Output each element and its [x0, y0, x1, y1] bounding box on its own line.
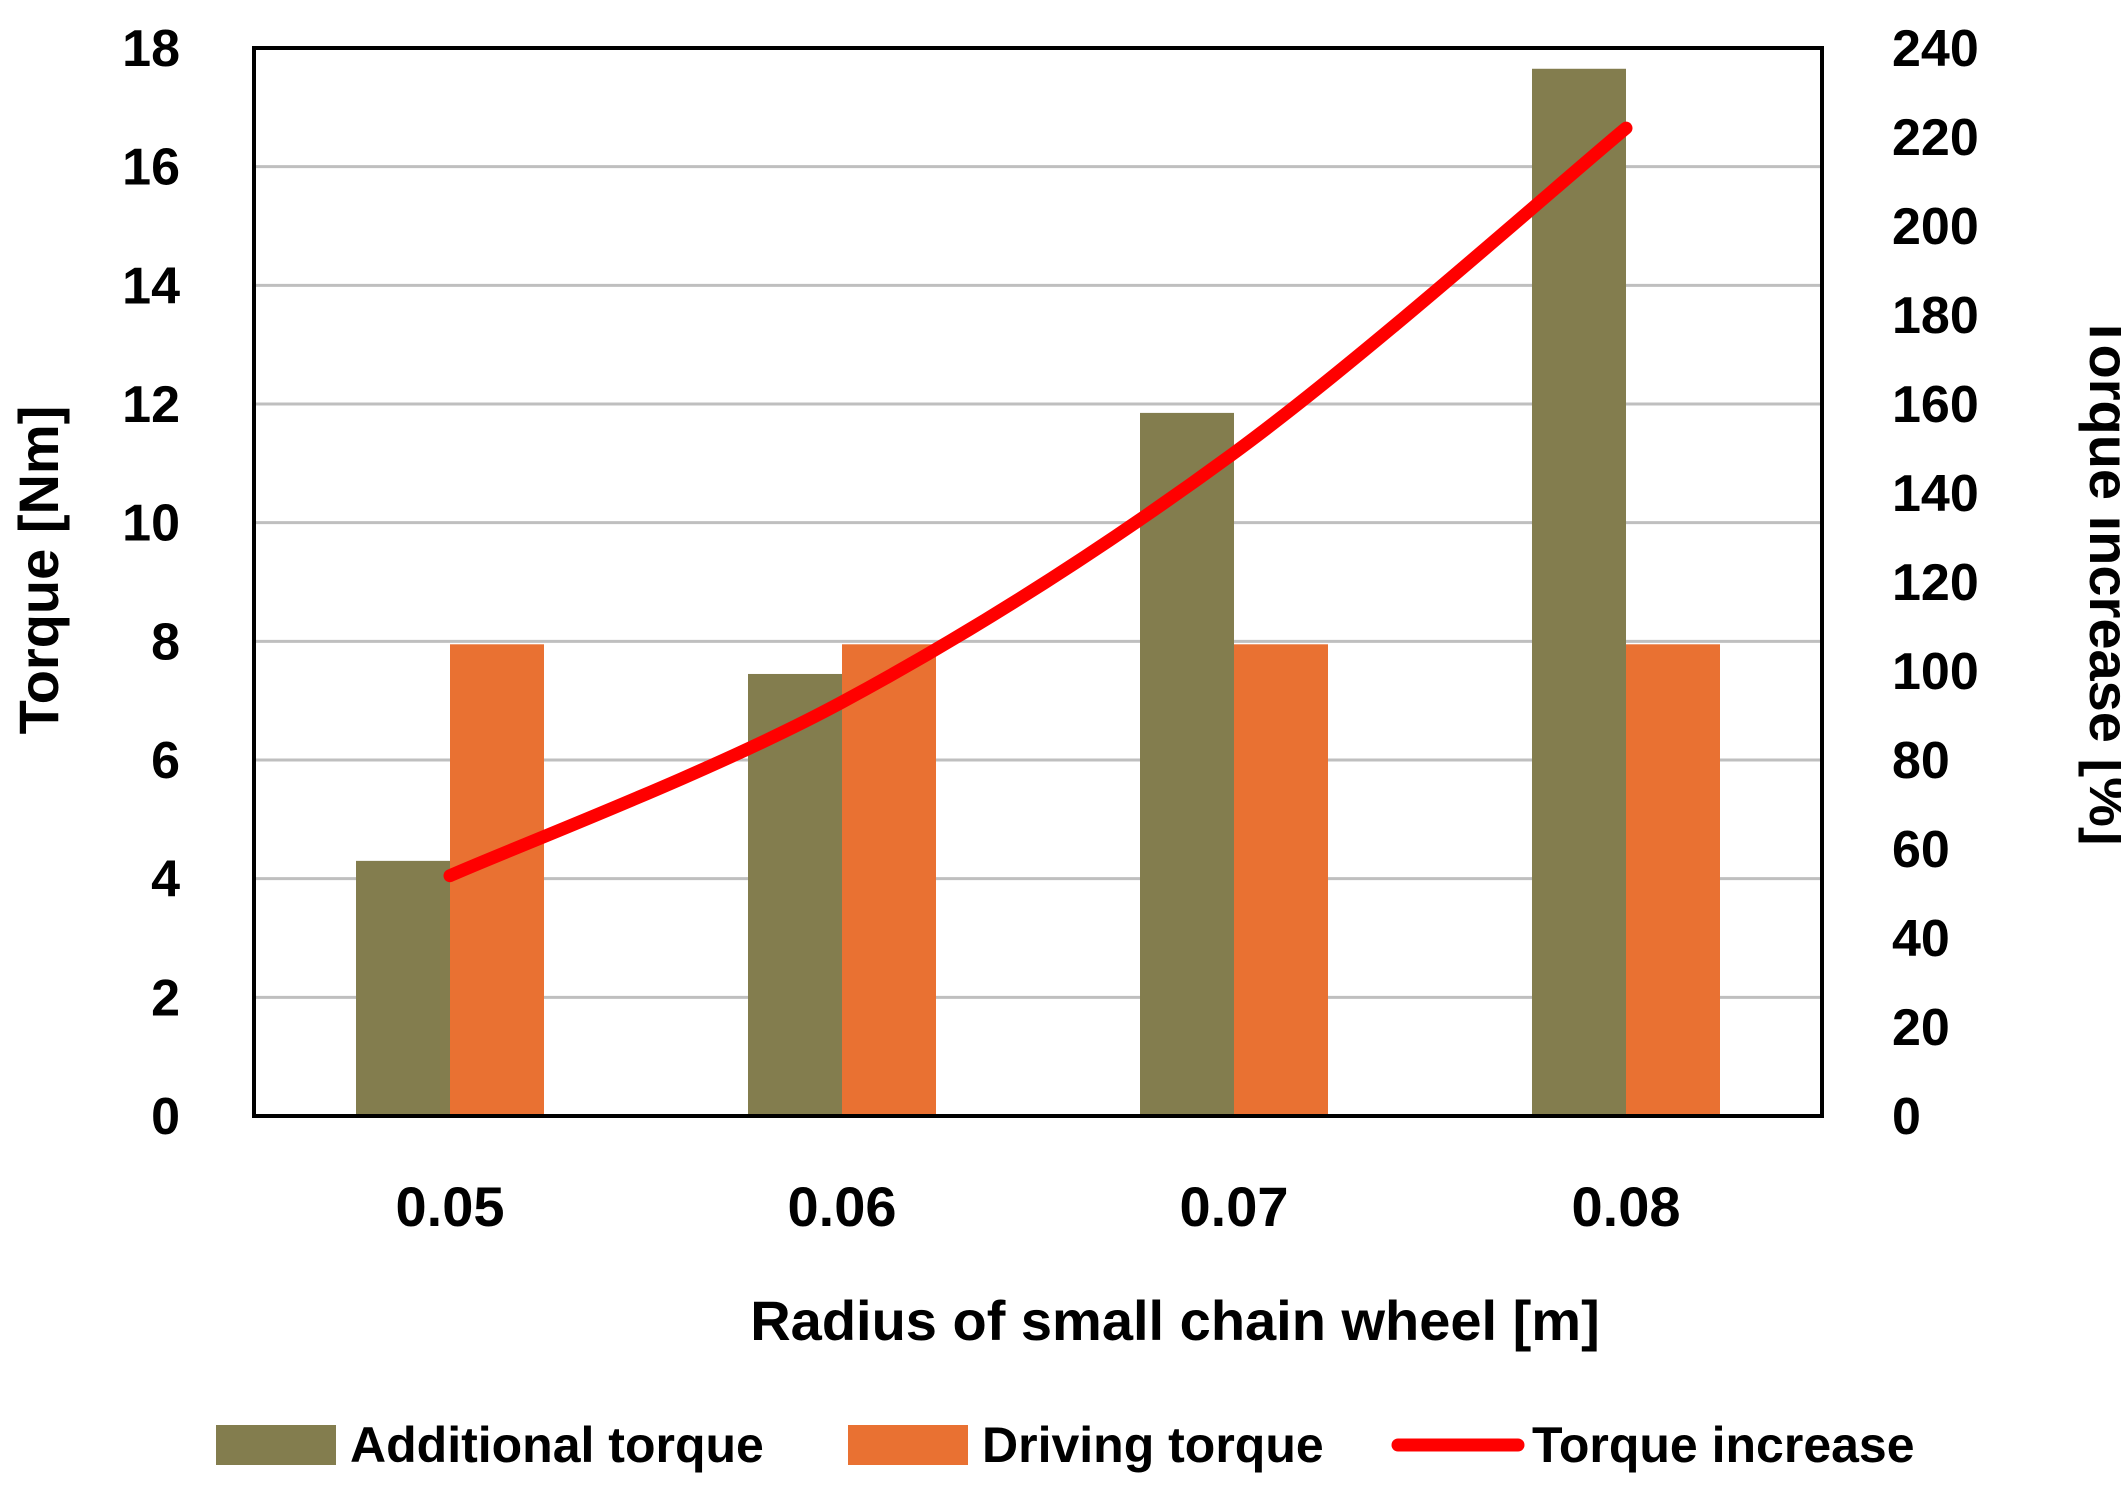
line-torque-increase	[443, 121, 1633, 883]
y2-tick-label: 60	[1892, 821, 1950, 879]
torque-increase-line	[443, 121, 1633, 883]
y2-tick-label: 200	[1892, 198, 1979, 256]
y-tick-label: 4	[151, 851, 180, 909]
plot-frame	[252, 46, 1824, 1118]
y2-tick-label: 140	[1892, 465, 1979, 523]
y2-tick-label: 80	[1892, 732, 1950, 790]
y-tick-label: 2	[151, 969, 180, 1027]
bar-additional-torque	[356, 860, 450, 1116]
y-tick-label: 6	[151, 732, 180, 790]
y2-tick-label: 180	[1892, 287, 1979, 345]
bar-driving-torque	[1234, 644, 1328, 1116]
left-axis-ticks: 0 2 4 6 8 10 12 14 16 18	[122, 20, 180, 1146]
x-tick-label: 0.05	[396, 1175, 505, 1238]
legend-label-driving-torque: Driving torque	[982, 1417, 1324, 1473]
x-axis-title: Radius of small chain wheel [m]	[750, 1289, 1600, 1352]
y2-tick-label: 160	[1892, 376, 1979, 434]
y2-tick-label: 240	[1892, 20, 1979, 78]
legend-label-additional-torque: Additional torque	[350, 1417, 764, 1473]
y-tick-label: 18	[122, 20, 180, 78]
x-tick-label: 0.07	[1180, 1175, 1289, 1238]
right-axis-ticks: 0 20 40 60 80 100 120 140 160 180 200 220 240	[1892, 20, 1979, 1146]
y-axis-title: Torque [Nm]	[7, 406, 70, 735]
bar-driving-torque	[842, 644, 936, 1116]
y-tick-label: 10	[122, 495, 180, 553]
y2-tick-label: 20	[1892, 999, 1950, 1057]
legend: Additional torque Driving torque Torque …	[216, 1417, 1915, 1473]
y-tick-label: 14	[122, 257, 180, 315]
bar-additional-torque	[1532, 68, 1626, 1116]
legend-swatch-additional-torque	[216, 1425, 336, 1465]
y-tick-label: 12	[122, 376, 180, 434]
y2-axis-title: Torque increase [%]	[2078, 314, 2121, 845]
x-tick-label: 0.06	[788, 1175, 897, 1238]
legend-swatch-driving-torque	[848, 1425, 968, 1465]
x-tick-label: 0.08	[1572, 1175, 1681, 1238]
y-tick-label: 0	[151, 1088, 180, 1146]
bar-additional-torque	[1140, 412, 1234, 1116]
y2-tick-label: 220	[1892, 109, 1979, 167]
y2-tick-label: 100	[1892, 643, 1979, 701]
y2-tick-label: 120	[1892, 554, 1979, 612]
y-tick-label: 16	[122, 139, 180, 197]
x-axis-ticks: 0.05 0.06 0.07 0.08	[396, 1175, 1681, 1238]
y2-tick-label: 40	[1892, 910, 1950, 968]
bar-driving-torque	[450, 644, 544, 1116]
legend-label-torque-increase: Torque increase	[1532, 1417, 1915, 1473]
y2-tick-label: 0	[1892, 1088, 1921, 1146]
y-tick-label: 8	[151, 613, 180, 671]
bar-driving-torque	[1626, 644, 1720, 1116]
